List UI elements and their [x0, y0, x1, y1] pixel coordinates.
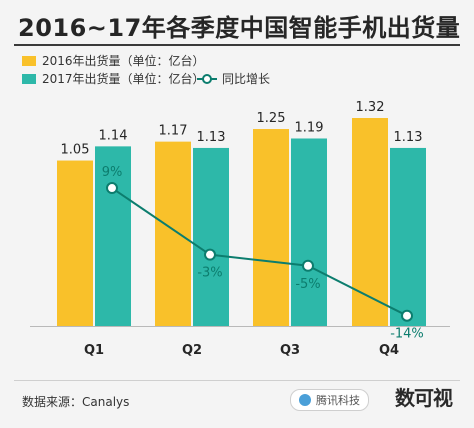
x-tick-label-q3: Q3 [280, 343, 300, 358]
growth-label-q2: -3% [197, 266, 222, 281]
legend-growth-icon [197, 73, 217, 84]
data-label-2016-q4: 1.32 [356, 100, 385, 115]
chart-title: 2016~17年各季度中国智能手机出货量 [18, 14, 461, 42]
growth-label-q4: -14% [390, 327, 424, 342]
brand-badge-text: 腾讯科技 [316, 394, 360, 407]
growth-point-q4 [401, 309, 413, 322]
title-divider [14, 44, 460, 46]
data-label-2017-q3: 1.19 [295, 120, 324, 135]
legend-item-growth: 同比增长 [196, 70, 270, 87]
growth-label-q1: 9% [102, 165, 123, 180]
x-tick-label-q4: Q4 [379, 343, 399, 358]
brand-icon [299, 394, 311, 406]
bar-2016-q1 [57, 160, 93, 326]
brand-badge: 腾讯科技 [290, 389, 369, 411]
legend-label-2016: 2016年出货量（单位：亿台） [42, 54, 205, 68]
growth-point-q3 [302, 259, 314, 272]
brand-logo: 数可视 [395, 386, 453, 410]
legend-swatch-2017 [22, 73, 36, 84]
legend-swatch-2016 [22, 55, 36, 66]
growth-point-q1 [106, 182, 118, 195]
legend-item-2017: 2017年出货量（单位：亿台） [22, 70, 205, 87]
data-label-2016-q2: 1.17 [159, 124, 188, 139]
x-tick-label-q2: Q2 [182, 343, 202, 358]
x-tick-label-q1: Q1 [84, 343, 104, 358]
bar-2017-q1 [95, 146, 131, 326]
data-label-2017-q4: 1.13 [394, 130, 423, 145]
bar-2016-q2 [155, 141, 191, 326]
data-label-2016-q3: 1.25 [257, 111, 286, 126]
data-label-2017-q1: 1.14 [99, 128, 128, 143]
bar-2016-q4 [352, 118, 388, 326]
bar-2017-q4 [390, 147, 426, 326]
data-source: 数据来源：Canalys [22, 395, 130, 409]
bar-2016-q3 [253, 129, 289, 326]
growth-point-q2 [204, 248, 216, 261]
bar-2017-q3 [291, 138, 327, 326]
legend-label-growth: 同比增长 [222, 72, 271, 86]
legend-item-2016: 2016年出货量（单位：亿台） [22, 52, 205, 69]
growth-line [111, 187, 408, 317]
legend-label-2017: 2017年出货量（单位：亿台） [42, 72, 205, 86]
data-label-2017-q2: 1.13 [197, 130, 226, 145]
footer-divider [14, 380, 460, 381]
bar-2017-q2 [193, 147, 229, 326]
data-label-2016-q1: 1.05 [61, 143, 90, 158]
growth-label-q3: -5% [295, 277, 320, 292]
